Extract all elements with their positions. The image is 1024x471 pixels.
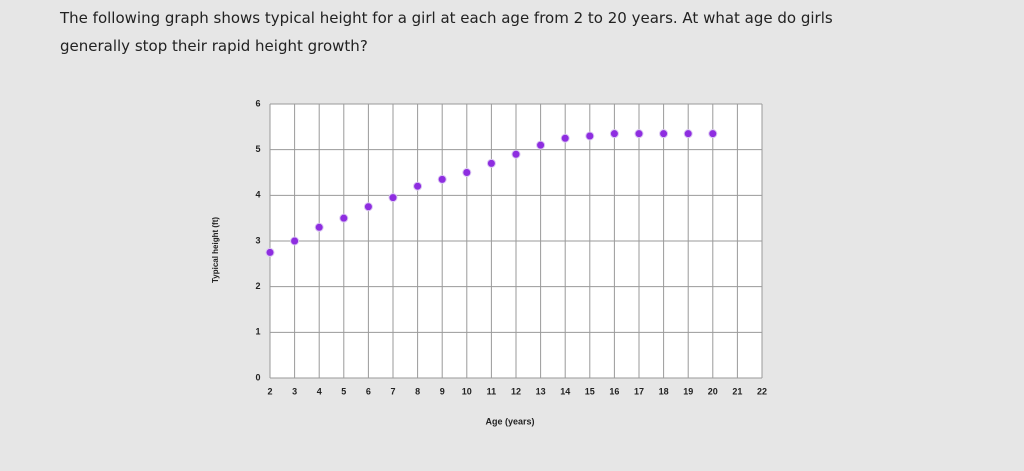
point [560, 133, 570, 143]
y-tick-label: 4 [255, 190, 260, 200]
x-tick-label: 12 [511, 386, 521, 396]
point [437, 174, 447, 184]
x-tick-label: 11 [487, 386, 497, 396]
point [388, 193, 398, 203]
y-tick-label: 6 [255, 98, 260, 108]
x-tick-label: 10 [462, 386, 472, 396]
x-tick-label: 16 [609, 386, 619, 396]
point [290, 236, 300, 246]
x-tick-label: 17 [634, 386, 644, 396]
x-tick-label: 6 [366, 386, 371, 396]
point [339, 213, 349, 223]
x-axis-label: Age (years) [485, 416, 534, 426]
point [265, 247, 275, 257]
point [363, 202, 373, 212]
y-axis-label: Typical height (ft) [211, 217, 220, 283]
x-tick-label: 7 [390, 386, 395, 396]
y-tick-label: 2 [255, 281, 260, 291]
x-tick-label: 21 [732, 386, 742, 396]
x-tick-label: 4 [317, 386, 322, 396]
question-line: generally stop their rapid height growth… [60, 37, 368, 55]
point [585, 131, 595, 141]
question: The following graph shows typical height… [60, 4, 960, 60]
point [462, 168, 472, 177]
point [413, 181, 423, 191]
x-tick-label: 8 [415, 386, 420, 396]
x-tick-label: 18 [659, 386, 669, 396]
y-tick-label: 0 [255, 372, 260, 382]
point [511, 149, 521, 159]
x-tick-label: 3 [292, 386, 297, 396]
x-tick-label: 9 [440, 386, 445, 396]
y-tick-label: 1 [255, 327, 260, 337]
x-tick-label: 2 [267, 386, 272, 396]
x-tick-label: 5 [341, 386, 346, 396]
y-tick-label: 3 [255, 235, 260, 245]
point [609, 129, 619, 139]
point [536, 140, 546, 150]
point [708, 129, 718, 139]
point [314, 222, 324, 232]
x-tick-label: 20 [708, 386, 718, 396]
point [659, 129, 669, 139]
x-tick-label: 15 [585, 386, 595, 396]
y-tick-label: 5 [255, 144, 260, 154]
x-tick-label: 19 [683, 386, 693, 396]
x-tick-label: 22 [757, 386, 767, 396]
x-tick-label: 14 [560, 386, 570, 396]
point [683, 129, 693, 139]
x-tick-label: 13 [536, 386, 546, 396]
point [486, 158, 496, 168]
point [634, 129, 644, 139]
question-line: The following graph shows typical height… [60, 9, 833, 27]
